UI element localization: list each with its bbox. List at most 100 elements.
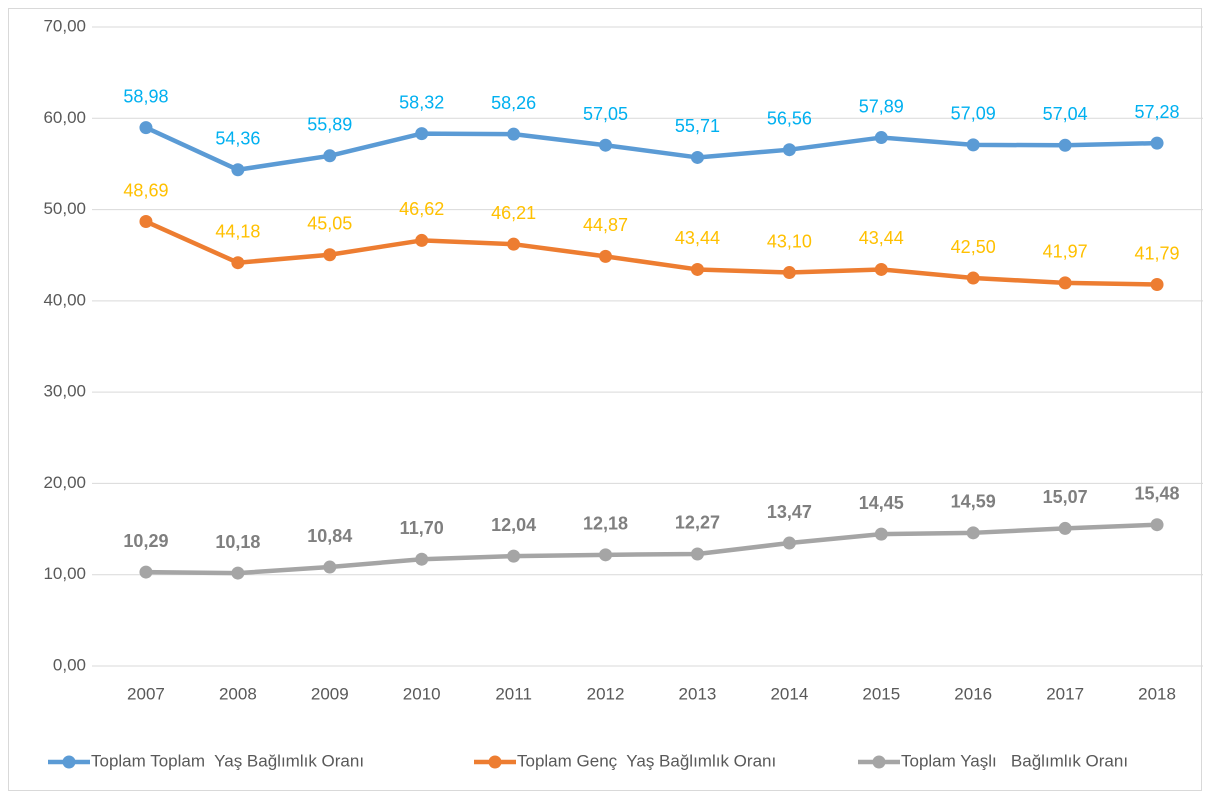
- marker: [690, 150, 704, 164]
- data-label: 58,98: [123, 86, 168, 106]
- data-label: 42,50: [951, 237, 996, 257]
- marker: [782, 266, 796, 280]
- data-label: 15,07: [1043, 487, 1088, 507]
- data-label: 46,21: [491, 203, 536, 223]
- series-line: [145, 522, 1158, 576]
- marker: [415, 233, 429, 247]
- y-tick-label: 70,00: [43, 16, 86, 35]
- data-label: 41,79: [1135, 243, 1180, 263]
- marker: [782, 536, 796, 550]
- marker: [1150, 278, 1164, 292]
- data-label: 10,84: [307, 526, 352, 546]
- y-tick-label: 60,00: [43, 108, 86, 127]
- marker: [690, 262, 704, 276]
- x-tick-label: 2007: [127, 684, 165, 703]
- data-label: 54,36: [215, 129, 260, 149]
- marker: [323, 248, 337, 262]
- marker: [323, 149, 337, 163]
- data-label: 58,32: [399, 92, 444, 112]
- marker: [231, 566, 245, 580]
- marker: [139, 215, 153, 229]
- marker: [1058, 276, 1072, 290]
- x-tick-label: 2015: [862, 684, 900, 703]
- data-label: 12,27: [675, 513, 720, 533]
- marker: [1150, 136, 1164, 150]
- data-label: 11,70: [400, 518, 444, 538]
- data-label: 57,89: [859, 96, 904, 116]
- marker: [231, 256, 245, 270]
- marker: [507, 549, 521, 563]
- data-label: 57,28: [1135, 102, 1180, 122]
- marker: [966, 526, 980, 540]
- x-tick-label: 2012: [587, 684, 625, 703]
- marker: [874, 131, 888, 145]
- data-label: 12,04: [491, 515, 536, 535]
- y-tick-label: 10,00: [43, 564, 86, 583]
- data-label: 41,97: [1043, 242, 1088, 262]
- legend-label: Toplam Toplam Yaş Bağlımlık Oranı: [91, 751, 364, 770]
- y-tick-label: 30,00: [43, 382, 86, 401]
- marker: [1150, 518, 1164, 532]
- marker: [415, 552, 429, 566]
- data-label: 43,10: [767, 231, 812, 251]
- data-label: 55,71: [675, 116, 720, 136]
- data-label: 57,09: [951, 104, 996, 124]
- data-label: 10,18: [215, 532, 260, 552]
- data-label: 58,26: [491, 93, 536, 113]
- marker: [139, 565, 153, 579]
- y-tick-label: 0,00: [53, 655, 86, 674]
- x-tick-label: 2010: [403, 684, 441, 703]
- x-tick-label: 2009: [311, 684, 349, 703]
- y-tick-label: 20,00: [43, 473, 86, 492]
- x-tick-label: 2011: [495, 684, 532, 703]
- marker: [323, 560, 337, 574]
- data-label: 43,44: [675, 228, 720, 248]
- marker: [1058, 521, 1072, 535]
- data-label: 46,62: [399, 199, 444, 219]
- legend-marker: [872, 755, 886, 769]
- marker: [1058, 138, 1072, 152]
- x-tick-label: 2017: [1046, 684, 1084, 703]
- marker: [415, 127, 429, 141]
- marker: [874, 262, 888, 276]
- legend-marker: [62, 755, 76, 769]
- y-tick-label: 50,00: [43, 199, 86, 218]
- marker: [231, 163, 245, 177]
- x-tick-label: 2016: [954, 684, 992, 703]
- marker: [139, 121, 153, 135]
- data-label: 48,69: [123, 180, 168, 200]
- data-label: 55,89: [307, 115, 352, 135]
- y-tick-label: 40,00: [43, 290, 86, 309]
- marker: [690, 547, 704, 561]
- data-label: 44,18: [215, 221, 260, 241]
- marker: [599, 249, 613, 263]
- x-tick-label: 2013: [679, 684, 717, 703]
- series-line: [145, 219, 1158, 287]
- marker: [874, 527, 888, 541]
- data-label: 10,29: [123, 531, 168, 551]
- data-label: 57,05: [583, 104, 628, 124]
- marker: [507, 237, 521, 251]
- data-label: 13,47: [767, 502, 812, 522]
- x-tick-label: 2014: [770, 684, 808, 703]
- data-label: 43,44: [859, 228, 904, 248]
- data-label: 56,56: [767, 108, 812, 128]
- data-label: 57,04: [1043, 104, 1088, 124]
- marker: [966, 271, 980, 285]
- marker: [599, 548, 613, 562]
- data-label: 14,45: [859, 493, 904, 513]
- legend-marker: [488, 755, 502, 769]
- legend-label: Toplam Genç Yaş Bağlımlık Oranı: [517, 751, 776, 770]
- data-label: 14,59: [951, 492, 996, 512]
- data-label: 12,18: [583, 514, 628, 534]
- marker: [507, 127, 521, 141]
- marker: [966, 138, 980, 152]
- marker: [599, 138, 613, 152]
- series-line: [145, 125, 1158, 173]
- x-tick-label: 2018: [1138, 684, 1176, 703]
- data-label: 44,87: [583, 215, 628, 235]
- legend-label: Toplam Yaşlı Bağlımlık Oranı: [901, 751, 1128, 770]
- chart-frame: [8, 8, 1202, 791]
- x-tick-label: 2008: [219, 684, 257, 703]
